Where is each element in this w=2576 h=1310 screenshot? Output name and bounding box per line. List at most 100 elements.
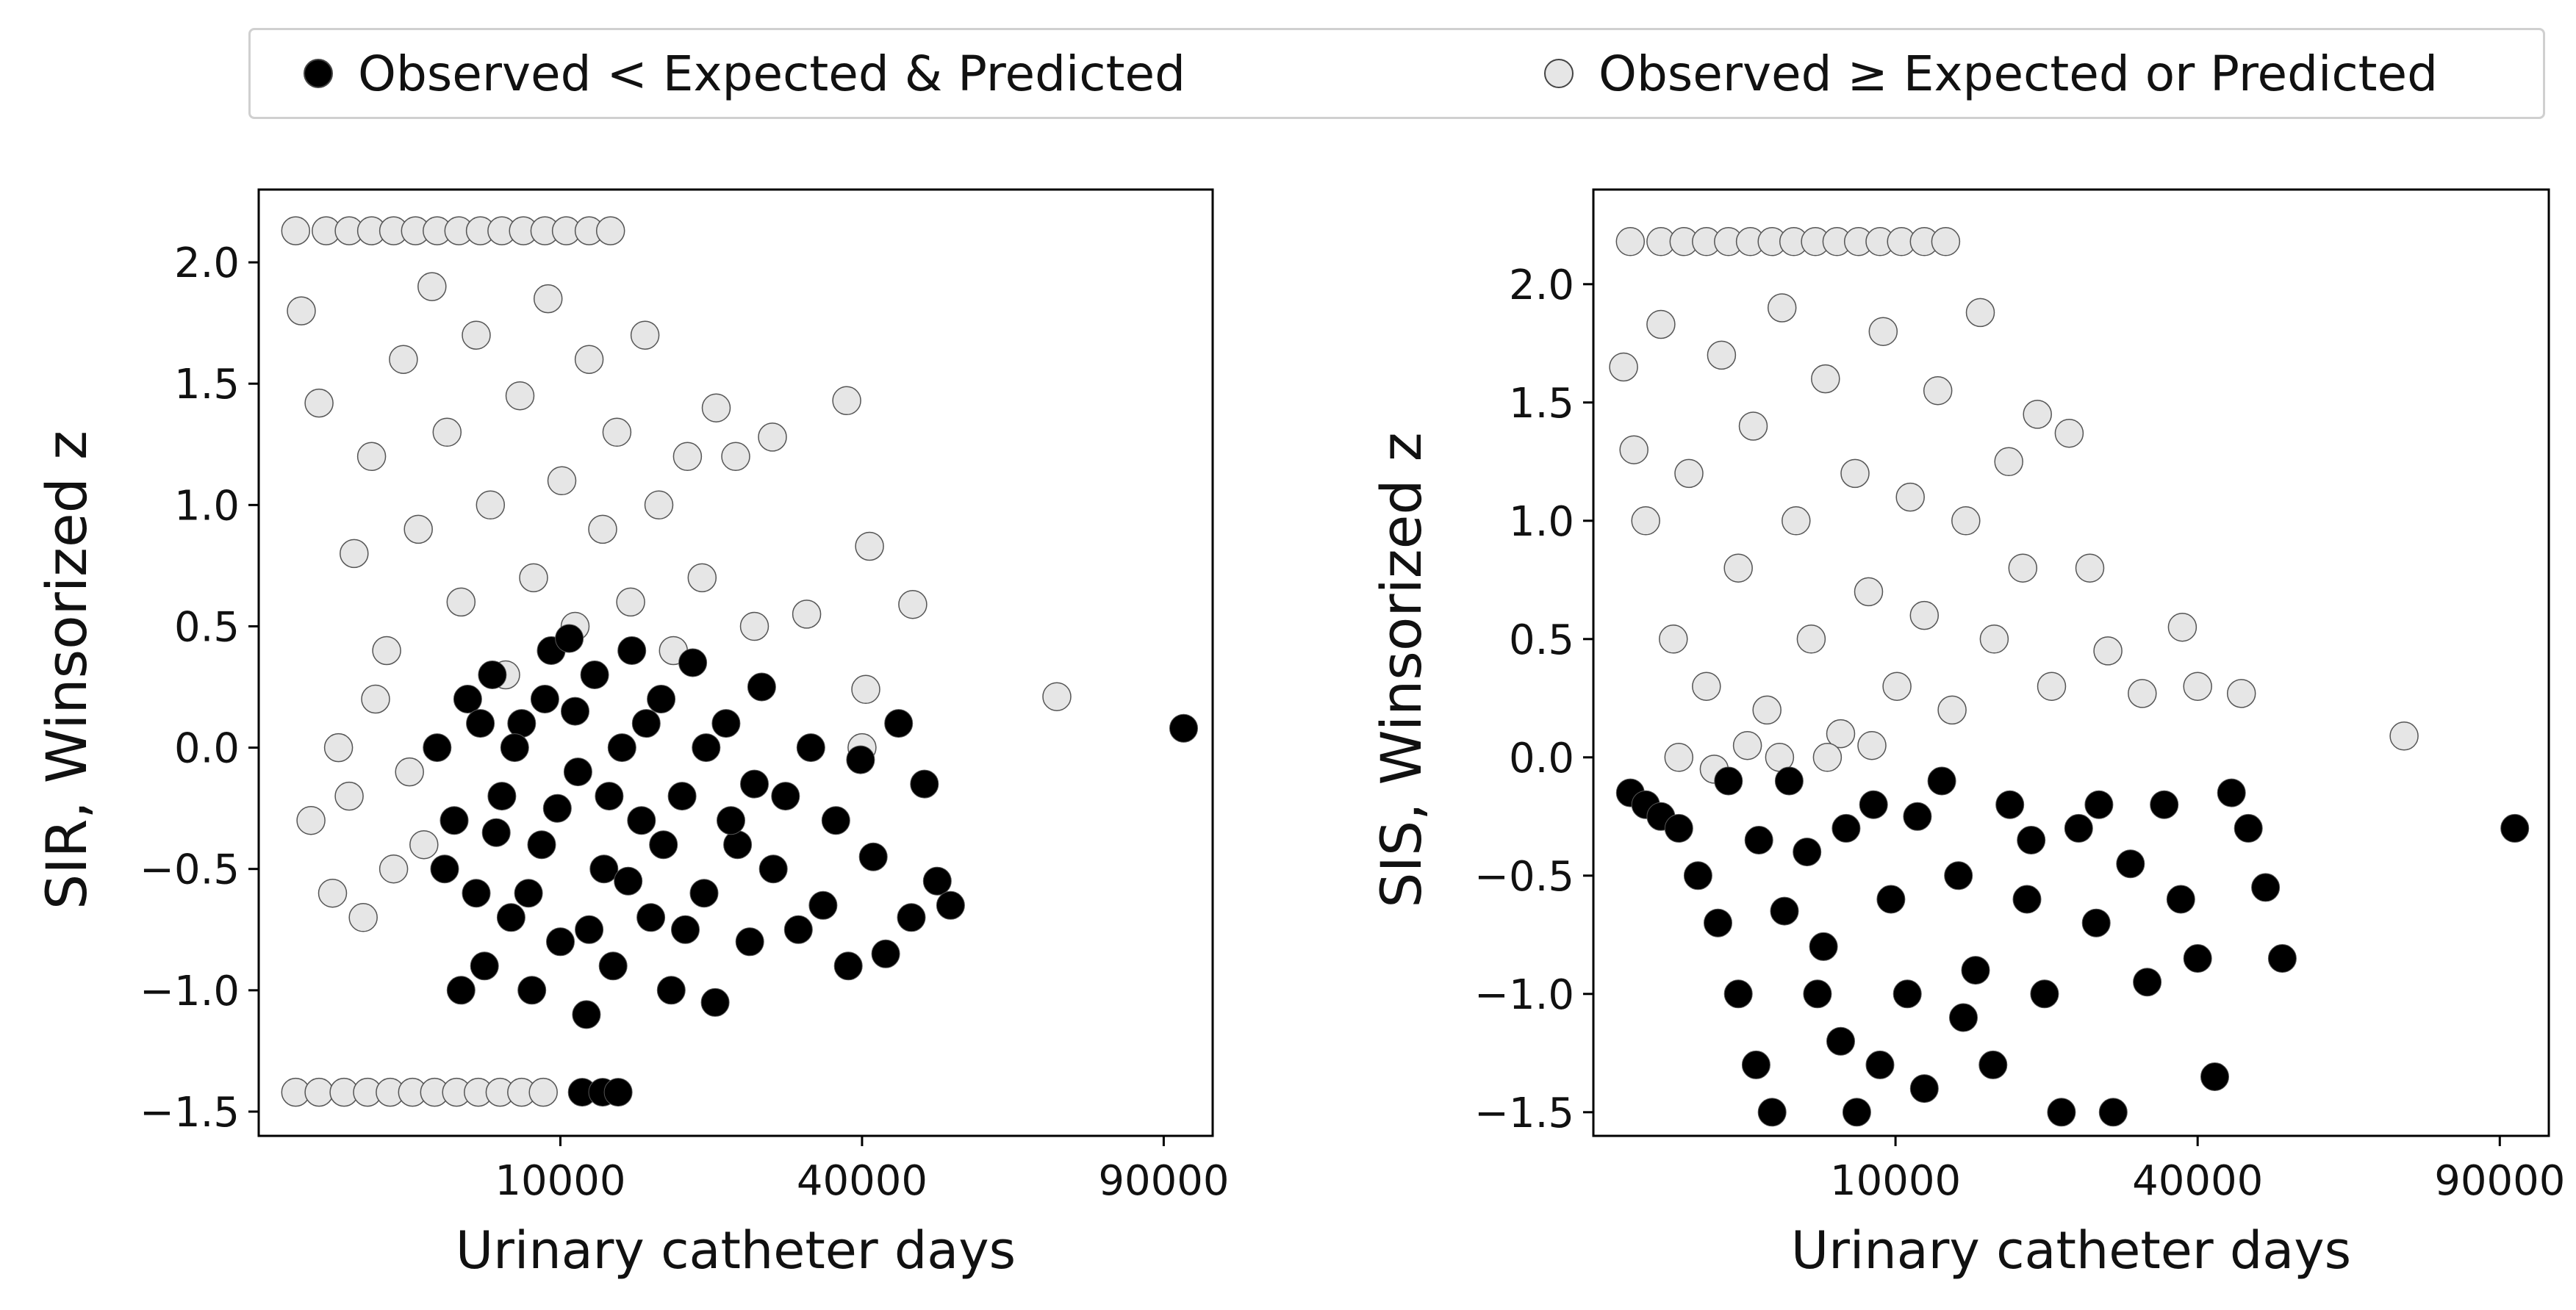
data-point-above-expected <box>2183 672 2212 701</box>
y-tick-label: 2.0 <box>1509 262 1574 309</box>
y-tick-label: 2.0 <box>174 240 240 287</box>
data-point-below-expected <box>717 806 745 835</box>
data-point-above-expected <box>2128 679 2157 708</box>
data-point-below-expected <box>1793 838 1822 867</box>
data-point-above-expected <box>1042 682 1072 711</box>
data-point-above-expected <box>616 587 645 617</box>
data-point-below-expected <box>580 661 609 689</box>
data-point-below-expected <box>671 915 700 944</box>
data-point-above-expected <box>2037 672 2067 701</box>
x-tick-label: 10000 <box>495 1157 625 1205</box>
data-point-above-expected <box>1811 364 1840 394</box>
data-point-below-expected <box>667 782 697 811</box>
data-point-below-expected <box>1876 885 1906 914</box>
data-point-above-expected <box>323 733 354 763</box>
data-point-below-expected <box>2098 1098 2128 1127</box>
data-point-above-expected <box>1812 743 1843 772</box>
data-point-above-expected <box>1895 482 1925 512</box>
data-point-above-expected <box>2389 721 2419 751</box>
data-point-above-expected <box>1659 625 1688 654</box>
data-point-above-expected <box>1854 577 1884 607</box>
data-point-above-expected <box>334 781 364 811</box>
data-point-above-expected <box>1615 227 1646 256</box>
data-point-above-expected <box>372 636 401 666</box>
data-point-below-expected <box>614 866 643 896</box>
data-point-below-expected <box>1770 896 1799 926</box>
data-point-below-expected <box>462 879 491 908</box>
data-point-below-expected <box>1961 956 1990 985</box>
data-point-below-expected <box>2064 813 2093 843</box>
data-point-below-expected <box>2084 790 2114 819</box>
data-point-below-expected <box>2183 944 2212 973</box>
data-point-above-expected <box>1868 317 1898 346</box>
data-point-below-expected <box>1909 1074 1939 1104</box>
data-point-below-expected <box>546 927 575 957</box>
y-tick-label: 0.5 <box>174 603 240 651</box>
data-point-below-expected <box>2234 813 2263 843</box>
x-tick-label: 40000 <box>797 1157 928 1205</box>
data-point-below-expected <box>723 830 753 860</box>
data-point-below-expected <box>607 733 636 763</box>
data-point-below-expected <box>487 782 517 811</box>
data-point-below-expected <box>747 672 776 702</box>
data-point-above-expected <box>1937 695 1967 725</box>
data-point-above-expected <box>1782 506 1811 536</box>
data-point-below-expected <box>2267 944 2297 973</box>
data-point-below-expected <box>446 976 476 1005</box>
data-point-below-expected <box>692 733 721 763</box>
data-point-below-expected <box>440 806 469 835</box>
data-point-above-expected <box>739 611 769 641</box>
data-point-below-expected <box>910 769 939 799</box>
legend-item-above-expected: Observed ≥ Expected or Predicted <box>1544 30 2438 117</box>
y-tick-label: −0.5 <box>1474 853 1574 901</box>
data-point-below-expected <box>871 939 900 968</box>
data-point-below-expected <box>1927 766 1956 796</box>
data-point-below-expected <box>466 709 495 738</box>
data-point-below-expected <box>1757 1098 1787 1127</box>
data-point-below-expected <box>884 709 914 738</box>
data-point-below-expected <box>771 782 800 811</box>
data-point-below-expected <box>735 927 764 957</box>
data-point-below-expected <box>2017 826 2046 854</box>
data-point-below-expected <box>470 951 499 981</box>
data-point-above-expected <box>855 531 884 561</box>
y-tick-label: −1.0 <box>140 968 240 1015</box>
data-point-above-expected <box>547 466 577 496</box>
data-point-above-expected <box>2093 636 2123 666</box>
data-point-below-expected <box>922 866 952 896</box>
data-point-above-expected <box>2054 418 2084 448</box>
data-point-below-expected <box>1826 1026 1855 1056</box>
data-point-below-expected <box>1865 1050 1895 1079</box>
sis-panel: −1.5 −1.0 −0.5 0.0 0.5 1.0 1.5 2.0 10000 40000 900… <box>1368 188 2565 1281</box>
data-point-below-expected <box>2116 849 2145 879</box>
y-tick-label: 1.0 <box>174 482 240 530</box>
data-point-above-expected <box>340 539 369 569</box>
data-point-below-expected <box>2200 1062 2229 1091</box>
data-point-above-expected <box>1723 553 1753 583</box>
data-point-below-expected <box>2217 778 2246 807</box>
data-point-below-expected <box>496 903 525 932</box>
data-point-below-expected <box>2081 908 2111 937</box>
data-point-below-expected <box>678 648 708 677</box>
data-point-below-expected <box>517 976 547 1005</box>
legend: Observed < Expected & Predicted Observed… <box>248 28 2545 119</box>
data-point-above-expected <box>574 345 604 374</box>
data-point-below-expected <box>542 793 572 823</box>
data-point-below-expected <box>897 903 926 932</box>
x-tick-label: 90000 <box>1098 1157 1229 1205</box>
data-point-above-expected <box>446 587 476 617</box>
data-point-above-expected <box>898 589 928 619</box>
legend-item-below-expected: Observed < Expected & Predicted <box>304 30 1185 117</box>
data-point-below-expected <box>758 854 788 884</box>
data-point-above-expected <box>287 296 316 325</box>
data-point-below-expected <box>2500 813 2530 843</box>
data-point-below-expected <box>423 733 452 763</box>
data-point-below-expected <box>1683 861 1712 890</box>
data-point-above-expected <box>395 757 424 787</box>
y-tick-label: 0.0 <box>174 725 240 773</box>
legend-marker-light-circle-icon <box>1544 59 1574 88</box>
legend-label: Observed ≥ Expected or Predicted <box>1599 45 2439 102</box>
data-point-above-expected <box>1979 625 2009 654</box>
data-point-above-expected <box>1619 435 1648 464</box>
